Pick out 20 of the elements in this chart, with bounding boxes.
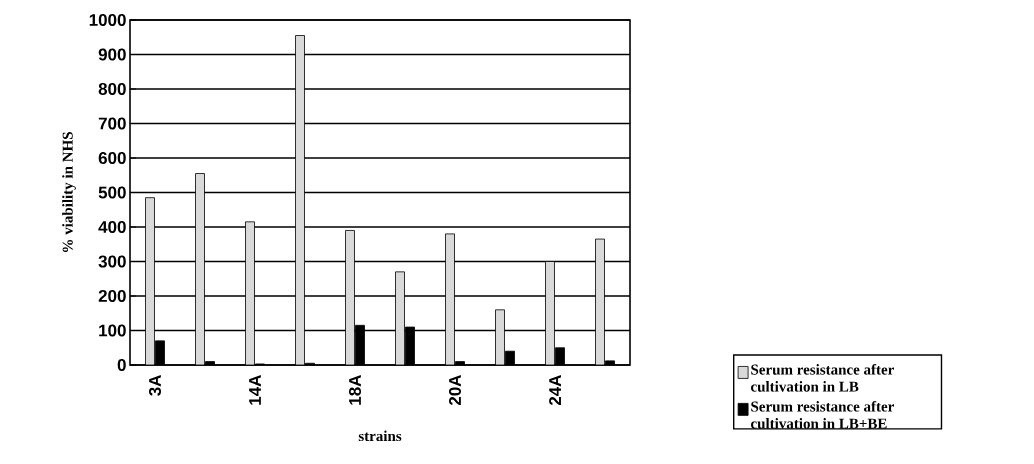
- y-tick-label: 200: [98, 289, 126, 303]
- x-tick-label: 14A: [249, 374, 261, 405]
- y-tick-label: 100: [99, 324, 126, 337]
- y-tick-label: 400: [98, 220, 126, 234]
- y-tick-label: 800: [98, 82, 126, 96]
- y-tick-label: 500: [98, 186, 126, 199]
- legend-label: Serum resistance after cultivation in LB+BE: [751, 400, 894, 429]
- y-tick-label: 600: [98, 151, 126, 165]
- y-tick-label: 0: [117, 358, 126, 372]
- x-tick-label: 3A: [148, 374, 162, 396]
- legend-label: Serum resistance after cultivation in LB: [751, 363, 894, 392]
- y-tick-label: 700: [98, 117, 126, 130]
- y-tick-label: 300: [98, 255, 126, 268]
- y-tick-label: 1000: [89, 13, 126, 27]
- x-tick-label: 20A: [448, 374, 462, 406]
- y-tick-label: 900: [98, 48, 126, 61]
- y-axis-title: % viability in NHS: [62, 132, 76, 253]
- x-axis-title: strains: [358, 430, 402, 442]
- x-tick-label: 18A: [348, 374, 362, 405]
- x-tick-label: 24A: [549, 374, 561, 406]
